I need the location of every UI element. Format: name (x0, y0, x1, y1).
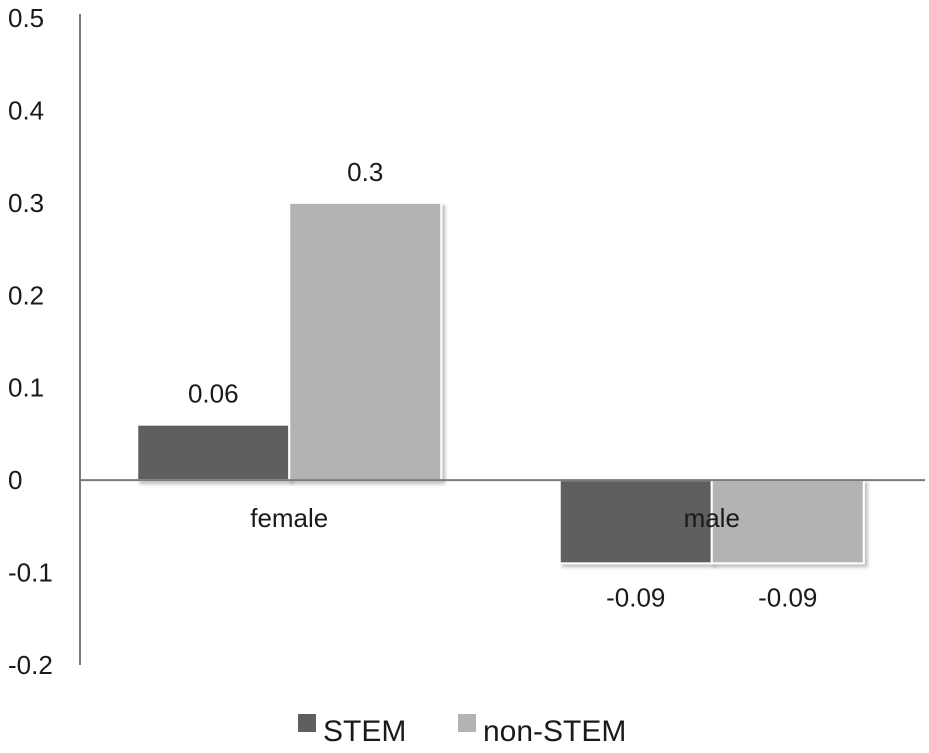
y-tick-label: 0 (8, 465, 22, 495)
category-label-female: female (250, 503, 328, 533)
bar-male-stem (558, 479, 713, 565)
bars (136, 201, 865, 565)
bar-female-stem (136, 423, 291, 482)
y-axis-tick-labels: 0.5 0.4 0.3 0.2 0.1 0 -0.1 -0.2 (8, 3, 53, 680)
legend-label-stem: STEM (323, 715, 406, 748)
y-tick-label: -0.2 (8, 650, 53, 680)
data-label-female-stem: 0.06 (188, 379, 239, 409)
bar-female-non-stem (288, 201, 443, 482)
y-tick-label: 0.3 (8, 188, 44, 218)
data-label-male-non-stem: -0.09 (758, 582, 817, 612)
legend-label-non-stem: non-STEM (483, 715, 626, 748)
category-labels: female male (250, 503, 740, 533)
y-tick-label: 0.1 (8, 373, 44, 403)
y-tick-label: -0.1 (8, 558, 53, 588)
data-label-male-stem: -0.09 (606, 582, 665, 612)
y-tick-label: 0.4 (8, 95, 44, 125)
data-label-female-non-stem: 0.3 (347, 157, 383, 187)
legend-swatch-stem (298, 714, 316, 732)
data-labels: 0.06 0.3 -0.09 -0.09 (188, 157, 817, 612)
category-label-male: male (684, 503, 740, 533)
legend-swatch-non-stem (458, 714, 476, 732)
legend: STEM non-STEM (298, 714, 626, 748)
bar-male-non-stem (710, 479, 865, 565)
y-tick-label: 0.2 (8, 280, 44, 310)
y-tick-label: 0.5 (8, 3, 44, 33)
